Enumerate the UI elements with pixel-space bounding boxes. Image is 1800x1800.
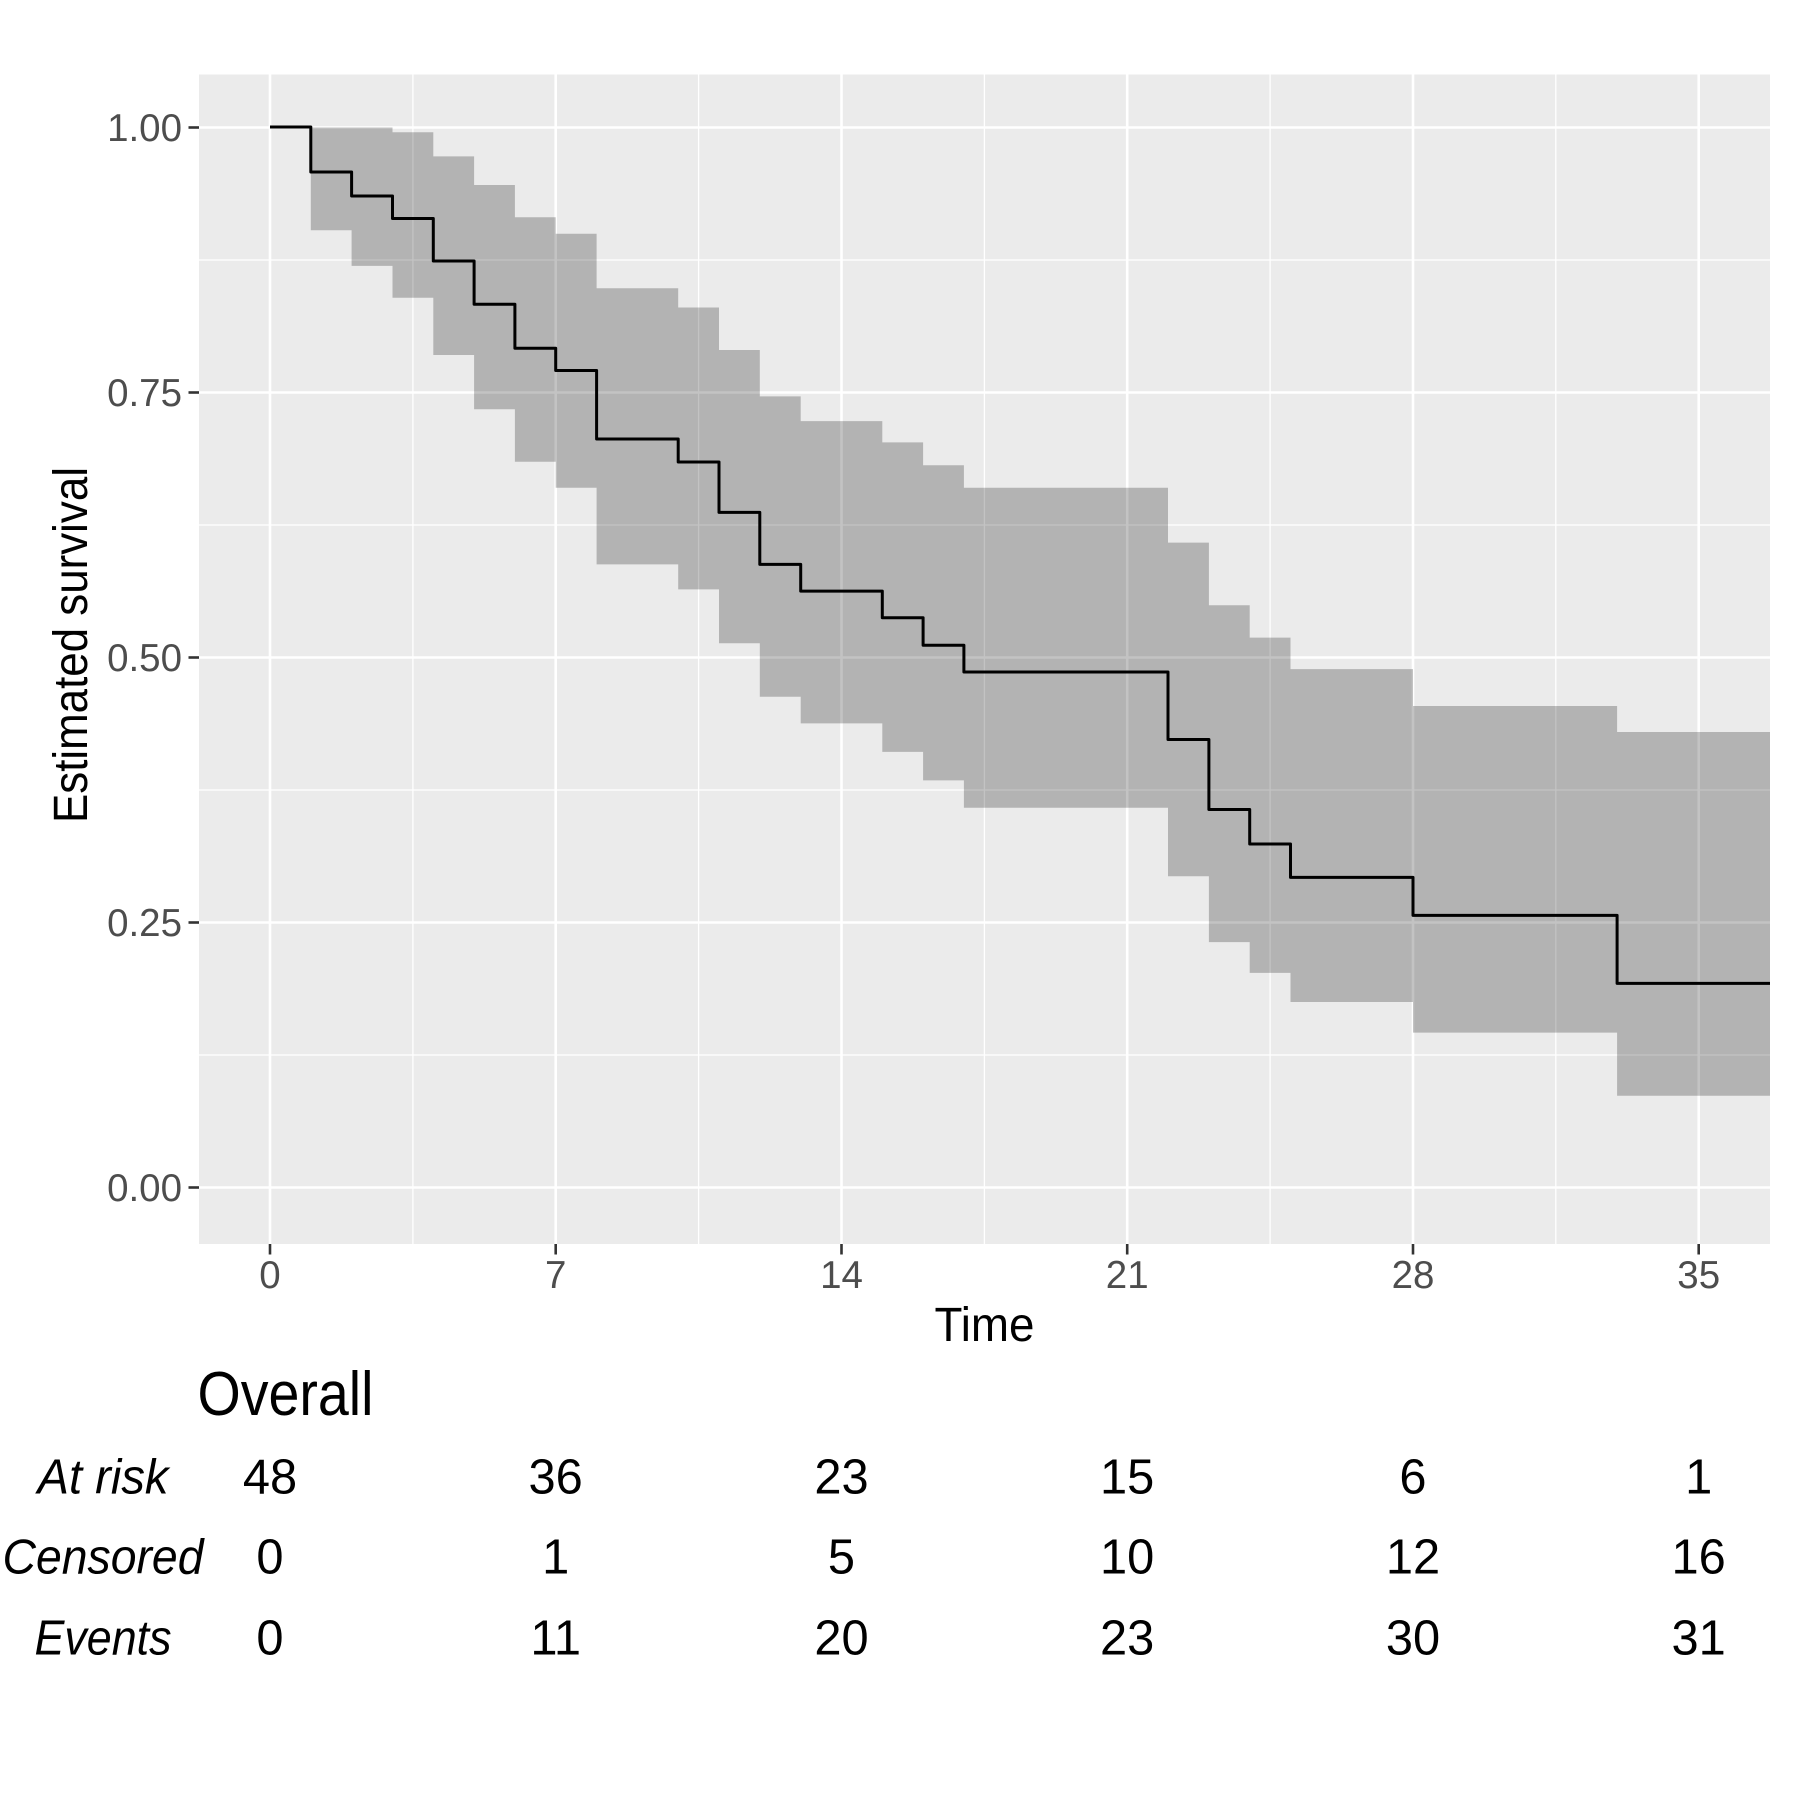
svg-text:11: 11	[530, 1612, 581, 1666]
svg-text:23: 23	[1100, 1612, 1154, 1666]
svg-text:7: 7	[545, 1254, 566, 1297]
svg-text:15: 15	[1100, 1450, 1154, 1504]
svg-text:36: 36	[529, 1450, 583, 1504]
svg-text:48: 48	[243, 1450, 297, 1504]
svg-text:0.25: 0.25	[107, 902, 182, 945]
svg-text:1: 1	[542, 1530, 569, 1584]
svg-text:0.00: 0.00	[107, 1167, 182, 1210]
svg-text:23: 23	[814, 1450, 868, 1504]
svg-text:0: 0	[256, 1530, 283, 1584]
svg-text:5: 5	[828, 1530, 855, 1584]
svg-text:0: 0	[259, 1254, 280, 1297]
svg-text:0.75: 0.75	[107, 372, 182, 415]
svg-text:6: 6	[1399, 1450, 1426, 1504]
svg-text:Censored: Censored	[3, 1530, 206, 1584]
svg-text:16: 16	[1672, 1530, 1726, 1584]
svg-text:35: 35	[1677, 1254, 1720, 1297]
svg-text:28: 28	[1392, 1254, 1435, 1297]
svg-text:14: 14	[820, 1254, 863, 1297]
svg-text:0.50: 0.50	[107, 637, 182, 680]
svg-text:30: 30	[1386, 1612, 1440, 1666]
svg-text:Events: Events	[35, 1612, 172, 1666]
svg-text:20: 20	[814, 1612, 868, 1666]
svg-text:At risk: At risk	[35, 1450, 171, 1504]
svg-text:31: 31	[1672, 1612, 1726, 1666]
svg-text:0: 0	[256, 1612, 283, 1666]
svg-text:Overall: Overall	[198, 1360, 374, 1429]
svg-text:1: 1	[1685, 1450, 1712, 1504]
svg-text:10: 10	[1100, 1530, 1154, 1584]
svg-text:Time: Time	[935, 1298, 1035, 1352]
svg-text:21: 21	[1106, 1254, 1149, 1297]
svg-text:12: 12	[1386, 1530, 1440, 1584]
svg-text:Estimated survival: Estimated survival	[44, 467, 98, 823]
svg-text:1.00: 1.00	[107, 107, 182, 150]
